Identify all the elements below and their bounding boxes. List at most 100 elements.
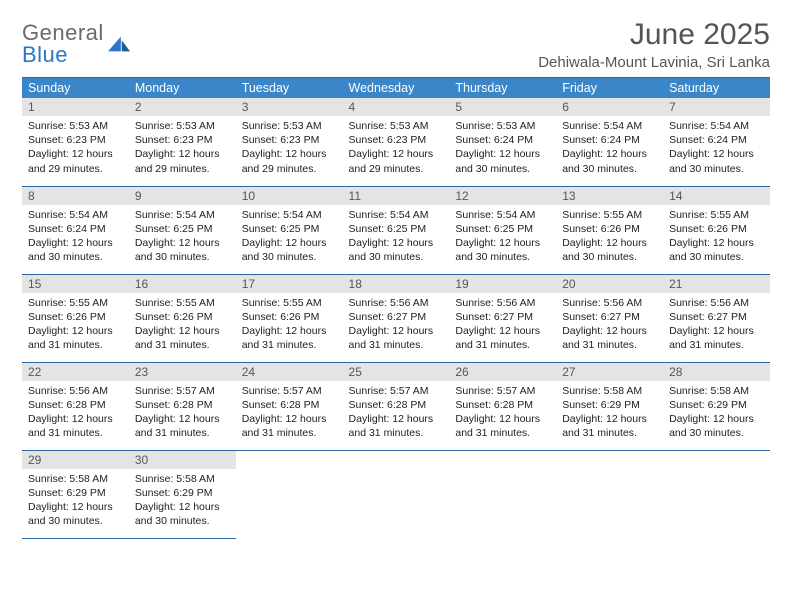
day-number: 19 xyxy=(449,275,556,293)
day-details: Sunrise: 5:55 AMSunset: 6:26 PMDaylight:… xyxy=(556,205,663,269)
calendar-cell: 3Sunrise: 5:53 AMSunset: 6:23 PMDaylight… xyxy=(236,98,343,186)
calendar-cell: 24Sunrise: 5:57 AMSunset: 6:28 PMDayligh… xyxy=(236,362,343,450)
day-details: Sunrise: 5:55 AMSunset: 6:26 PMDaylight:… xyxy=(22,293,129,357)
day-number: 6 xyxy=(556,98,663,116)
calendar-cell: 18Sunrise: 5:56 AMSunset: 6:27 PMDayligh… xyxy=(343,274,450,362)
calendar-row: 29Sunrise: 5:58 AMSunset: 6:29 PMDayligh… xyxy=(22,450,770,538)
calendar-cell xyxy=(236,450,343,538)
calendar-cell xyxy=(663,450,770,538)
day-header: Wednesday xyxy=(343,78,450,99)
calendar-cell xyxy=(556,450,663,538)
calendar-cell: 12Sunrise: 5:54 AMSunset: 6:25 PMDayligh… xyxy=(449,186,556,274)
day-details: Sunrise: 5:54 AMSunset: 6:25 PMDaylight:… xyxy=(343,205,450,269)
day-details: Sunrise: 5:58 AMSunset: 6:29 PMDaylight:… xyxy=(22,469,129,533)
day-number: 30 xyxy=(129,451,236,469)
day-number: 29 xyxy=(22,451,129,469)
day-number: 4 xyxy=(343,98,450,116)
day-details: Sunrise: 5:54 AMSunset: 6:25 PMDaylight:… xyxy=(236,205,343,269)
day-number: 26 xyxy=(449,363,556,381)
day-details: Sunrise: 5:53 AMSunset: 6:23 PMDaylight:… xyxy=(129,116,236,180)
day-number: 24 xyxy=(236,363,343,381)
day-header: Thursday xyxy=(449,78,556,99)
day-details: Sunrise: 5:56 AMSunset: 6:27 PMDaylight:… xyxy=(663,293,770,357)
calendar-cell: 28Sunrise: 5:58 AMSunset: 6:29 PMDayligh… xyxy=(663,362,770,450)
day-number: 25 xyxy=(343,363,450,381)
day-header-row: Sunday Monday Tuesday Wednesday Thursday… xyxy=(22,78,770,99)
logo-sail-icon xyxy=(108,36,130,52)
day-number: 2 xyxy=(129,98,236,116)
day-number: 27 xyxy=(556,363,663,381)
day-details: Sunrise: 5:56 AMSunset: 6:27 PMDaylight:… xyxy=(556,293,663,357)
day-header: Friday xyxy=(556,78,663,99)
day-details: Sunrise: 5:56 AMSunset: 6:27 PMDaylight:… xyxy=(449,293,556,357)
day-details: Sunrise: 5:55 AMSunset: 6:26 PMDaylight:… xyxy=(236,293,343,357)
day-number: 21 xyxy=(663,275,770,293)
calendar-cell: 11Sunrise: 5:54 AMSunset: 6:25 PMDayligh… xyxy=(343,186,450,274)
day-details: Sunrise: 5:57 AMSunset: 6:28 PMDaylight:… xyxy=(129,381,236,445)
day-details: Sunrise: 5:56 AMSunset: 6:27 PMDaylight:… xyxy=(343,293,450,357)
calendar-cell: 10Sunrise: 5:54 AMSunset: 6:25 PMDayligh… xyxy=(236,186,343,274)
day-details: Sunrise: 5:53 AMSunset: 6:23 PMDaylight:… xyxy=(22,116,129,180)
day-details: Sunrise: 5:57 AMSunset: 6:28 PMDaylight:… xyxy=(343,381,450,445)
calendar-row: 22Sunrise: 5:56 AMSunset: 6:28 PMDayligh… xyxy=(22,362,770,450)
day-details: Sunrise: 5:58 AMSunset: 6:29 PMDaylight:… xyxy=(556,381,663,445)
day-details: Sunrise: 5:58 AMSunset: 6:29 PMDaylight:… xyxy=(129,469,236,533)
day-number: 8 xyxy=(22,187,129,205)
title-block: June 2025 Dehiwala-Mount Lavinia, Sri La… xyxy=(538,18,770,71)
day-header: Saturday xyxy=(663,78,770,99)
calendar-cell: 17Sunrise: 5:55 AMSunset: 6:26 PMDayligh… xyxy=(236,274,343,362)
calendar-cell: 4Sunrise: 5:53 AMSunset: 6:23 PMDaylight… xyxy=(343,98,450,186)
page-title: June 2025 xyxy=(538,18,770,52)
day-header: Tuesday xyxy=(236,78,343,99)
day-number: 13 xyxy=(556,187,663,205)
calendar-row: 1Sunrise: 5:53 AMSunset: 6:23 PMDaylight… xyxy=(22,98,770,186)
day-header: Monday xyxy=(129,78,236,99)
calendar-cell xyxy=(449,450,556,538)
day-number: 7 xyxy=(663,98,770,116)
calendar-cell: 2Sunrise: 5:53 AMSunset: 6:23 PMDaylight… xyxy=(129,98,236,186)
day-number: 22 xyxy=(22,363,129,381)
day-number: 5 xyxy=(449,98,556,116)
page-header: General Blue June 2025 Dehiwala-Mount La… xyxy=(22,18,770,71)
brand-logo: General Blue xyxy=(22,18,130,66)
day-details: Sunrise: 5:54 AMSunset: 6:24 PMDaylight:… xyxy=(556,116,663,180)
calendar-cell: 21Sunrise: 5:56 AMSunset: 6:27 PMDayligh… xyxy=(663,274,770,362)
day-details: Sunrise: 5:55 AMSunset: 6:26 PMDaylight:… xyxy=(129,293,236,357)
day-details: Sunrise: 5:55 AMSunset: 6:26 PMDaylight:… xyxy=(663,205,770,269)
calendar-cell: 30Sunrise: 5:58 AMSunset: 6:29 PMDayligh… xyxy=(129,450,236,538)
logo-text-general: General xyxy=(22,22,104,44)
day-number: 3 xyxy=(236,98,343,116)
calendar-page: General Blue June 2025 Dehiwala-Mount La… xyxy=(0,0,792,557)
calendar-cell: 16Sunrise: 5:55 AMSunset: 6:26 PMDayligh… xyxy=(129,274,236,362)
day-details: Sunrise: 5:54 AMSunset: 6:24 PMDaylight:… xyxy=(663,116,770,180)
calendar-table: Sunday Monday Tuesday Wednesday Thursday… xyxy=(22,77,770,539)
day-number: 1 xyxy=(22,98,129,116)
day-details: Sunrise: 5:57 AMSunset: 6:28 PMDaylight:… xyxy=(449,381,556,445)
calendar-cell: 20Sunrise: 5:56 AMSunset: 6:27 PMDayligh… xyxy=(556,274,663,362)
calendar-cell: 6Sunrise: 5:54 AMSunset: 6:24 PMDaylight… xyxy=(556,98,663,186)
day-details: Sunrise: 5:54 AMSunset: 6:25 PMDaylight:… xyxy=(449,205,556,269)
day-number: 9 xyxy=(129,187,236,205)
calendar-cell: 7Sunrise: 5:54 AMSunset: 6:24 PMDaylight… xyxy=(663,98,770,186)
day-details: Sunrise: 5:56 AMSunset: 6:28 PMDaylight:… xyxy=(22,381,129,445)
calendar-cell: 29Sunrise: 5:58 AMSunset: 6:29 PMDayligh… xyxy=(22,450,129,538)
page-subtitle: Dehiwala-Mount Lavinia, Sri Lanka xyxy=(538,54,770,71)
calendar-cell: 9Sunrise: 5:54 AMSunset: 6:25 PMDaylight… xyxy=(129,186,236,274)
logo-text-blue: Blue xyxy=(22,44,104,66)
day-number: 11 xyxy=(343,187,450,205)
day-details: Sunrise: 5:53 AMSunset: 6:24 PMDaylight:… xyxy=(449,116,556,180)
calendar-cell: 25Sunrise: 5:57 AMSunset: 6:28 PMDayligh… xyxy=(343,362,450,450)
day-number: 23 xyxy=(129,363,236,381)
calendar-cell: 8Sunrise: 5:54 AMSunset: 6:24 PMDaylight… xyxy=(22,186,129,274)
calendar-cell: 19Sunrise: 5:56 AMSunset: 6:27 PMDayligh… xyxy=(449,274,556,362)
calendar-cell: 14Sunrise: 5:55 AMSunset: 6:26 PMDayligh… xyxy=(663,186,770,274)
calendar-row: 8Sunrise: 5:54 AMSunset: 6:24 PMDaylight… xyxy=(22,186,770,274)
day-number: 10 xyxy=(236,187,343,205)
day-details: Sunrise: 5:54 AMSunset: 6:24 PMDaylight:… xyxy=(22,205,129,269)
calendar-row: 15Sunrise: 5:55 AMSunset: 6:26 PMDayligh… xyxy=(22,274,770,362)
day-details: Sunrise: 5:54 AMSunset: 6:25 PMDaylight:… xyxy=(129,205,236,269)
day-number: 28 xyxy=(663,363,770,381)
day-number: 14 xyxy=(663,187,770,205)
calendar-cell: 15Sunrise: 5:55 AMSunset: 6:26 PMDayligh… xyxy=(22,274,129,362)
day-header: Sunday xyxy=(22,78,129,99)
